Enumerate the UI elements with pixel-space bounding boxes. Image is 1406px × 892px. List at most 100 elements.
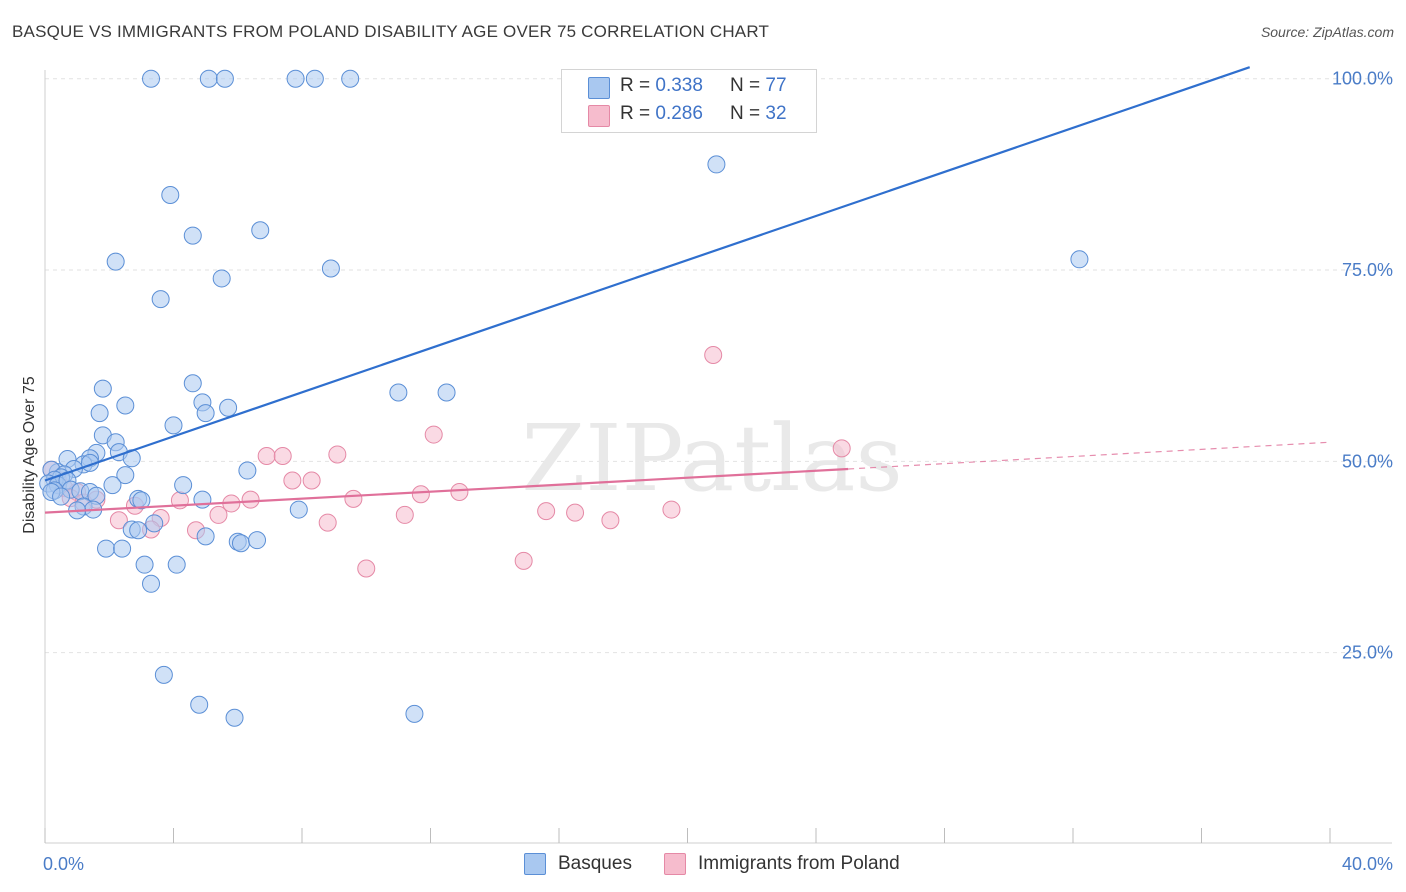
- point-basques: [196, 404, 215, 423]
- point-basques: [219, 398, 238, 417]
- point-immigrants-from-poland: [662, 500, 681, 519]
- point-basques: [142, 574, 161, 593]
- point-basques: [116, 466, 135, 485]
- point-basques: [215, 69, 234, 88]
- point-immigrants-from-poland: [704, 345, 723, 364]
- point-basques: [305, 69, 324, 88]
- point-basques: [129, 521, 148, 540]
- point-immigrants-from-poland: [424, 425, 443, 444]
- bottom-legend-label: Immigrants from Poland: [698, 853, 900, 874]
- point-basques: [97, 539, 116, 558]
- point-immigrants-from-poland: [257, 446, 276, 465]
- point-basques: [132, 491, 151, 510]
- point-basques: [174, 476, 193, 495]
- point-basques: [93, 379, 112, 398]
- legend-r-value: 0.338: [655, 75, 703, 96]
- point-basques: [103, 476, 122, 495]
- point-basques: [437, 383, 456, 402]
- point-basques: [52, 487, 71, 506]
- point-immigrants-from-poland: [514, 551, 533, 570]
- legend-swatch-basques: [588, 77, 610, 99]
- source-label: Source: ZipAtlas.com: [1260, 24, 1394, 40]
- watermark: ZIPatlas: [521, 405, 902, 512]
- point-basques: [183, 374, 202, 393]
- y-tick-label: 75.0%: [1342, 260, 1393, 280]
- point-basques: [248, 531, 267, 550]
- legend-r-label: R =: [620, 75, 651, 96]
- legend-n-value: 32: [765, 103, 787, 124]
- point-immigrants-from-poland: [318, 513, 337, 532]
- y-tick-label: 25.0%: [1342, 643, 1393, 663]
- point-basques: [106, 252, 125, 271]
- bottom-legend-swatch-poland: [664, 853, 686, 875]
- point-basques: [286, 69, 305, 88]
- x-tick-label: 40.0%: [1342, 854, 1393, 874]
- series-basques: [39, 69, 1089, 727]
- point-basques: [167, 555, 186, 574]
- point-immigrants-from-poland: [411, 485, 430, 504]
- point-basques: [151, 290, 170, 309]
- point-immigrants-from-poland: [109, 511, 128, 530]
- point-basques: [405, 704, 424, 723]
- point-basques: [90, 404, 109, 423]
- point-basques: [251, 221, 270, 240]
- point-basques: [193, 490, 212, 509]
- legend-n-label: N =: [730, 103, 761, 124]
- point-basques: [142, 69, 161, 88]
- axes: [44, 70, 1392, 844]
- point-immigrants-from-poland: [566, 503, 585, 522]
- point-basques: [196, 527, 215, 546]
- point-basques: [341, 69, 360, 88]
- bottom-legend-swatch-basques: [524, 853, 546, 875]
- point-immigrants-from-poland: [241, 490, 260, 509]
- trend-line-basques: [44, 66, 1251, 482]
- trend-lines: [44, 66, 1331, 514]
- point-basques: [389, 383, 408, 402]
- point-basques: [321, 259, 340, 278]
- point-basques: [289, 500, 308, 519]
- tick-labels: 25.0% 50.0% 75.0% 100.0% 0.0% 40.0%: [43, 69, 1393, 874]
- point-immigrants-from-poland: [209, 505, 228, 524]
- point-immigrants-from-poland: [832, 439, 851, 458]
- point-immigrants-from-poland: [357, 559, 376, 578]
- point-immigrants-from-poland: [302, 471, 321, 490]
- point-basques: [161, 186, 180, 205]
- bottom-legend: Basques Immigrants from Poland: [0, 852, 1406, 878]
- x-tick-label: 0.0%: [43, 854, 84, 874]
- point-basques: [190, 695, 209, 714]
- point-basques: [113, 539, 132, 558]
- trend-line-poland-extension: [848, 441, 1331, 470]
- legend-row-basques: R = 0.338 N = 77: [562, 72, 816, 102]
- point-immigrants-from-poland: [450, 482, 469, 501]
- point-basques: [238, 461, 257, 480]
- point-immigrants-from-poland: [537, 502, 556, 521]
- point-basques: [707, 155, 726, 174]
- chart-title: BASQUE VS IMMIGRANTS FROM POLAND DISABIL…: [12, 22, 770, 41]
- bottom-legend-label: Basques: [558, 853, 632, 874]
- y-tick-label: 100.0%: [1332, 69, 1393, 89]
- point-immigrants-from-poland: [273, 446, 292, 465]
- y-axis-label: Disability Age Over 75: [21, 376, 38, 534]
- point-immigrants-from-poland: [395, 505, 414, 524]
- point-basques: [164, 416, 183, 435]
- legend-r-label: R =: [620, 103, 651, 124]
- y-tick-label: 50.0%: [1342, 451, 1393, 471]
- point-immigrants-from-poland: [601, 511, 620, 530]
- legend-r-value: 0.286: [655, 103, 703, 124]
- point-basques: [212, 269, 231, 288]
- legend-row-poland: R = 0.286 N = 32: [562, 100, 816, 130]
- point-basques: [199, 69, 218, 88]
- point-basques: [225, 708, 244, 727]
- point-basques: [183, 226, 202, 245]
- point-immigrants-from-poland: [328, 445, 347, 464]
- point-basques: [116, 396, 135, 415]
- point-immigrants-from-poland: [344, 489, 363, 508]
- trend-line-poland: [44, 467, 849, 514]
- point-basques: [154, 665, 173, 684]
- point-basques: [145, 514, 164, 533]
- legend-swatch-poland: [588, 105, 610, 127]
- point-basques: [231, 534, 250, 553]
- legend: R = 0.338 N = 77 R = 0.286 N = 32: [561, 69, 817, 133]
- point-immigrants-from-poland: [283, 471, 302, 490]
